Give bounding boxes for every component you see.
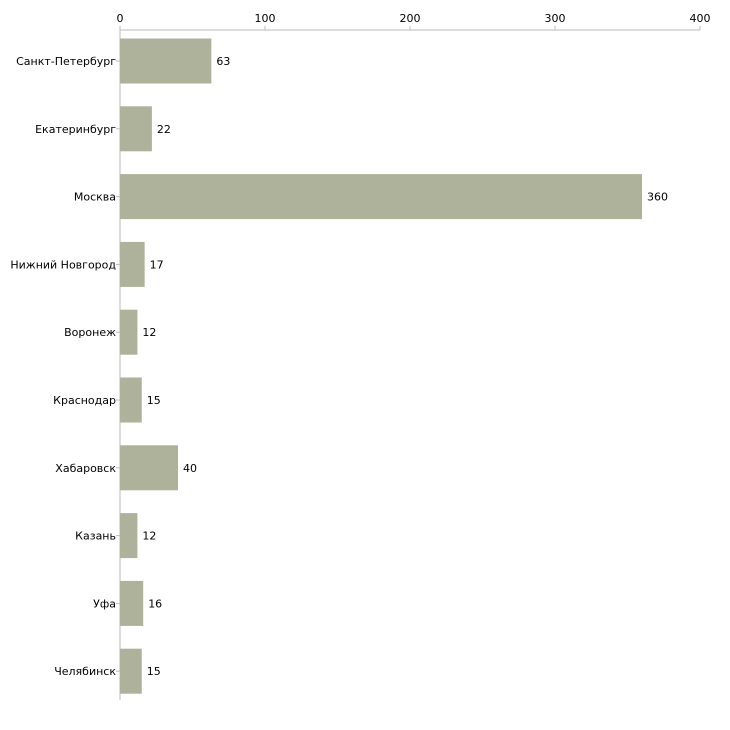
category-label: Хабаровск — [55, 462, 116, 475]
value-label: 12 — [142, 326, 156, 339]
bar — [120, 648, 142, 694]
bar — [120, 377, 142, 423]
value-label: 12 — [142, 530, 156, 543]
category-label: Москва — [74, 191, 116, 204]
bar — [120, 38, 212, 84]
value-label: 63 — [216, 55, 230, 68]
x-tick-label: 0 — [117, 12, 124, 25]
bar — [120, 174, 642, 220]
value-label: 40 — [183, 462, 197, 475]
bar — [120, 309, 138, 355]
category-label: Екатеринбург — [35, 123, 116, 136]
category-label: Санкт-Петербург — [16, 55, 116, 68]
value-label: 360 — [647, 191, 668, 204]
x-tick-label: 300 — [545, 12, 566, 25]
bars-group — [120, 38, 642, 694]
category-label: Уфа — [93, 597, 116, 610]
x-tick-label: 200 — [400, 12, 421, 25]
bar — [120, 106, 152, 152]
value-label: 17 — [150, 258, 164, 271]
bar — [120, 241, 145, 287]
category-label: Нижний Новгород — [10, 258, 116, 271]
value-label: 15 — [147, 665, 161, 678]
category-label: Воронеж — [64, 326, 116, 339]
category-label: Казань — [75, 530, 116, 543]
x-tick-label: 100 — [255, 12, 276, 25]
value-label: 16 — [148, 597, 162, 610]
bar — [120, 580, 144, 626]
labels-group: Санкт-Петербург 63 Екатеринбург 22 Москва 360… — [10, 55, 668, 678]
axis-group: 0 100 200 300 400 — [116, 12, 711, 700]
bar — [120, 513, 138, 559]
category-label: Челябинск — [54, 665, 116, 678]
value-label: 22 — [157, 123, 171, 136]
x-tick-label: 400 — [690, 12, 711, 25]
bar — [120, 445, 178, 491]
value-label: 15 — [147, 394, 161, 407]
category-label: Краснодар — [53, 394, 116, 407]
